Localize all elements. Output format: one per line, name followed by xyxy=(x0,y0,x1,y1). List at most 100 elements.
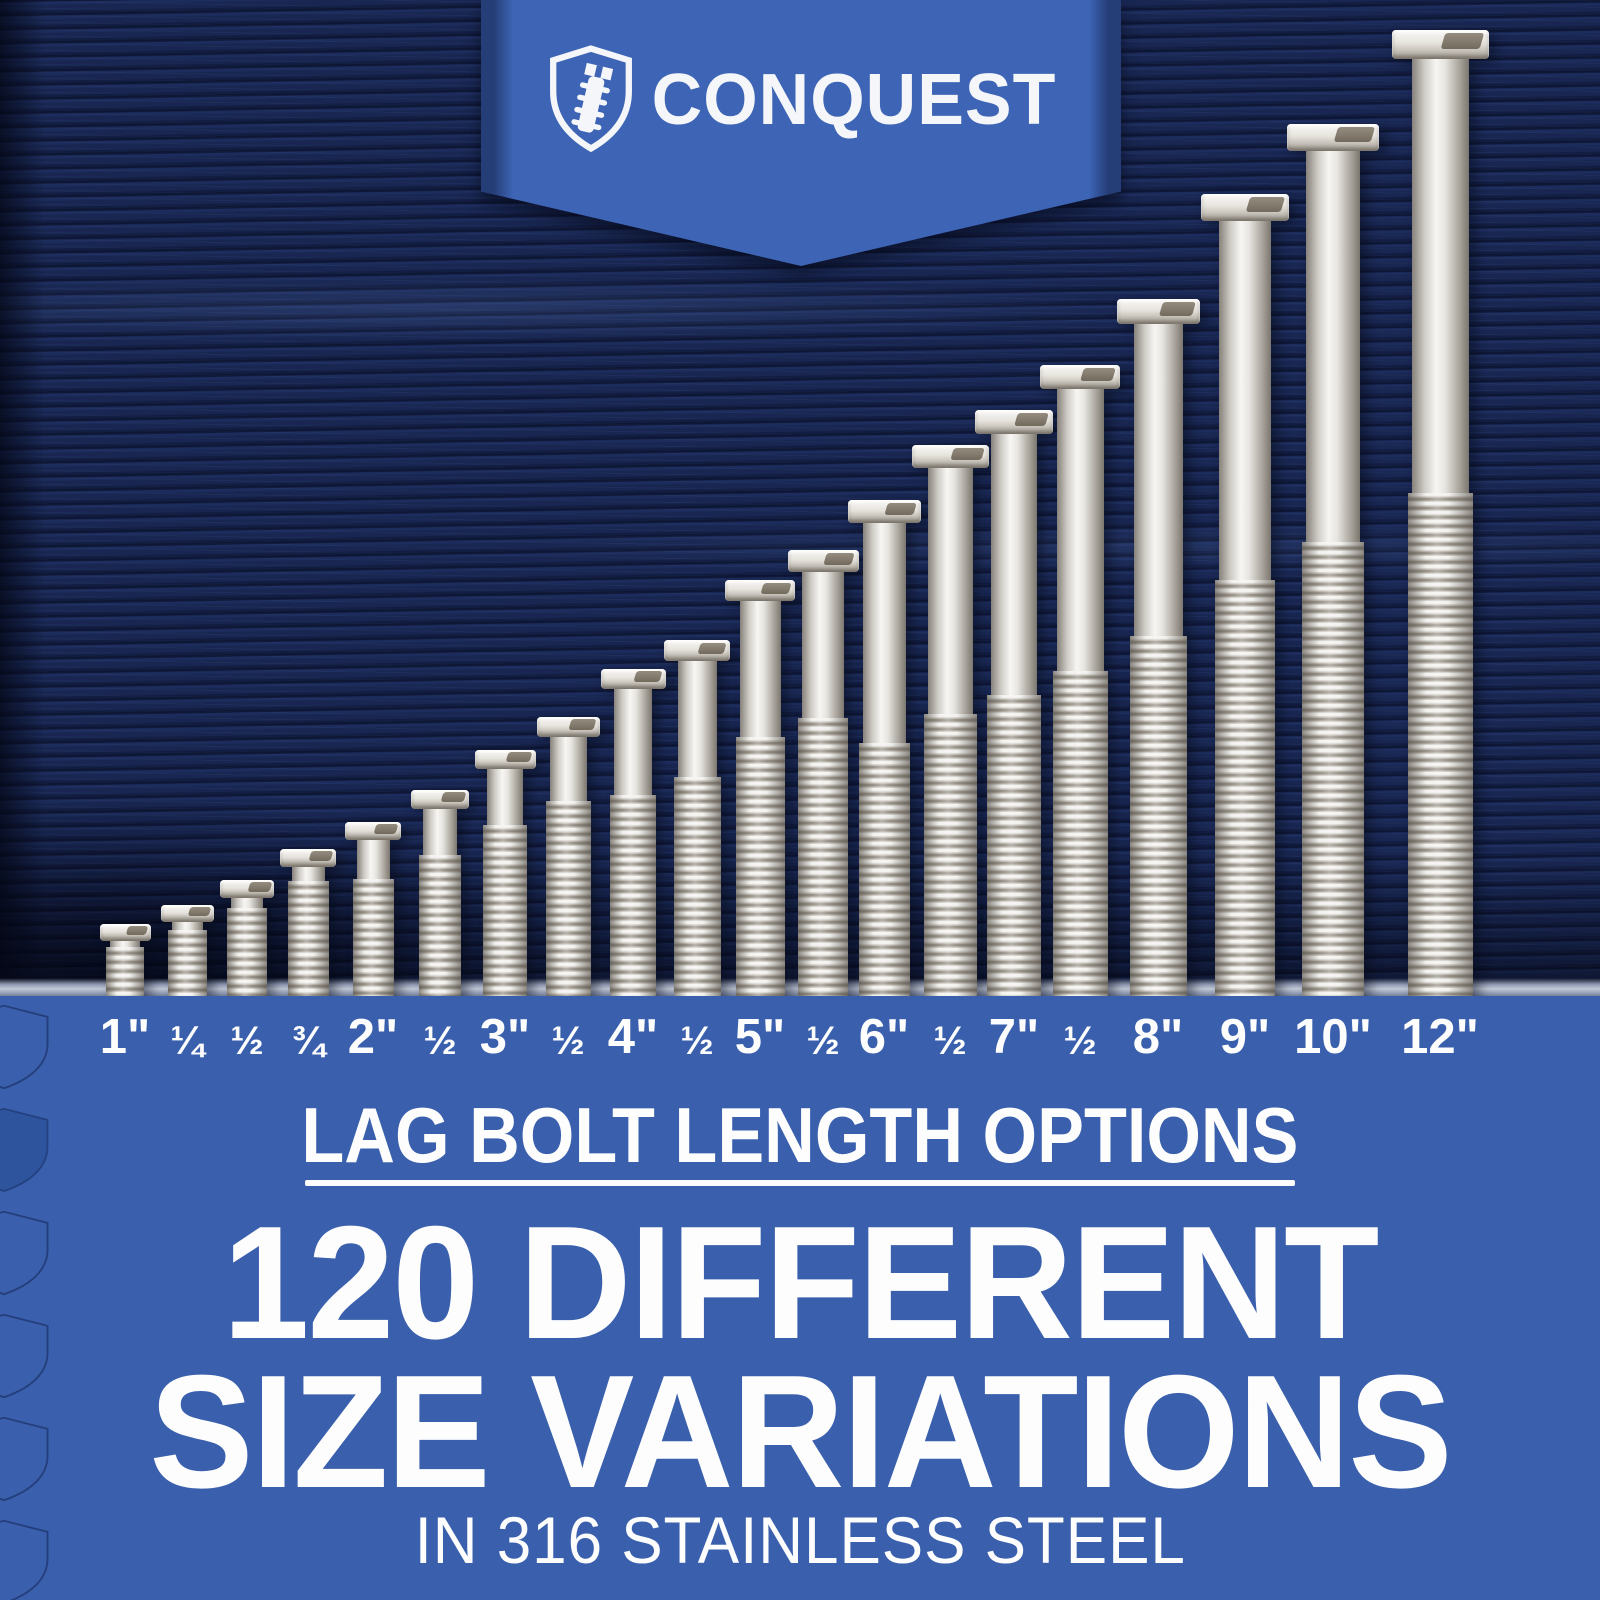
bolt-head xyxy=(725,580,795,601)
size-label: ½ xyxy=(933,1019,967,1064)
size-label: ½ xyxy=(551,1019,585,1064)
size-label: ¾ xyxy=(291,1019,325,1064)
bolt-shank xyxy=(1219,221,1271,580)
bolt-shank xyxy=(231,898,263,908)
shield-screw-icon xyxy=(549,45,632,153)
bolt-head xyxy=(474,750,536,769)
bolt-shank xyxy=(423,809,457,855)
subtitle: IN 316 STAINLESS STEEL xyxy=(414,1503,1186,1577)
bolt-threads xyxy=(610,795,656,1002)
title-line-2: SIZE VARIATIONS xyxy=(149,1342,1452,1522)
main-title: 120 DIFFERENT SIZE VARIATIONS xyxy=(0,1193,1600,1522)
bolt-threads xyxy=(227,908,267,1002)
size-label: 5" xyxy=(734,1009,786,1064)
bolt-2in xyxy=(345,822,401,1002)
shield-watermark-icon xyxy=(0,1415,64,1503)
bolt-1in xyxy=(99,924,151,1002)
bolt-head xyxy=(99,924,151,941)
bolt-shank xyxy=(1306,151,1360,542)
brand-logo: CONQUEST xyxy=(546,44,1057,154)
title-line-1: 120 DIFFERENT xyxy=(222,1193,1380,1373)
bolt-10in xyxy=(1287,124,1379,1002)
size-label: 2" xyxy=(347,1009,399,1064)
bolt-1.25in xyxy=(160,905,214,1002)
shield-watermark-icon xyxy=(0,1106,64,1194)
bolt-head xyxy=(847,500,921,523)
bolt-head xyxy=(1391,30,1489,59)
bolt-head xyxy=(1040,365,1120,389)
size-label: 12" xyxy=(1401,1009,1479,1064)
bolt-head xyxy=(280,849,336,867)
bolt-head xyxy=(1201,194,1289,221)
bolt-5in xyxy=(725,580,795,1002)
brand-name: CONQUEST xyxy=(651,58,1057,140)
bolt-threads xyxy=(545,801,591,1002)
bolt-head xyxy=(787,550,859,572)
bolt-head xyxy=(600,669,666,689)
bolt-threads xyxy=(352,879,394,1002)
size-label: ½ xyxy=(806,1019,840,1064)
bolt-12in xyxy=(1391,30,1489,1002)
bolt-shank xyxy=(487,769,523,825)
bolt-threads xyxy=(1129,636,1187,1002)
bolt-shank xyxy=(549,737,587,801)
bolt-8in xyxy=(1116,299,1200,1002)
size-label: ½ xyxy=(1063,1019,1097,1064)
bolt-head xyxy=(536,717,600,737)
bolt-threads xyxy=(798,718,848,1002)
bolt-5.5in xyxy=(787,550,859,1002)
size-label: ½ xyxy=(680,1019,714,1064)
bolt-shank xyxy=(1133,324,1183,636)
bolt-threads xyxy=(1052,671,1108,1002)
bolt-threads xyxy=(419,855,461,1002)
size-label: 1" xyxy=(99,1009,151,1064)
bolt-head xyxy=(411,790,469,809)
bolt-head xyxy=(160,905,214,922)
bolt-threads xyxy=(167,930,207,1002)
bolt-6in xyxy=(847,500,921,1002)
bolt-4in xyxy=(600,669,666,1002)
bolt-threads xyxy=(858,743,910,1002)
bolt-4.5in xyxy=(664,640,730,1002)
bolt-threads xyxy=(923,714,977,1002)
size-label: ½ xyxy=(423,1019,457,1064)
bolt-head xyxy=(1116,299,1200,324)
bolt-shank xyxy=(1056,389,1104,671)
footer-band: 1" ¼ ½ ¾ 2" ½ 3" ½ 4" ½ 5" ½ 6" ½ 7" ½ 8" 9" 10" 12" LAG BO… xyxy=(0,996,1600,1600)
headline: LAG BOLT LENGTH OPTIONS xyxy=(301,1091,1299,1179)
bolt-1.75in xyxy=(280,849,336,1002)
shield-watermark-icon xyxy=(0,1209,64,1297)
banner-face: CONQUEST xyxy=(481,0,1121,266)
bolt-shank xyxy=(739,601,781,737)
banner: CONQUEST xyxy=(481,0,1121,266)
bolt-9in xyxy=(1201,194,1289,1002)
size-label: ¼ xyxy=(170,1019,204,1064)
size-label: 3" xyxy=(479,1009,531,1064)
bolt-threads xyxy=(673,777,721,1002)
bolt-head xyxy=(664,640,730,661)
bolt-shank xyxy=(614,689,652,795)
bolt-threads xyxy=(987,695,1041,1002)
size-label: 9" xyxy=(1219,1009,1271,1064)
bolt-shank xyxy=(677,661,717,777)
bolt-shank xyxy=(991,434,1037,695)
shield-watermark-icon xyxy=(0,1518,64,1600)
size-label: 4" xyxy=(607,1009,659,1064)
size-label: 6" xyxy=(858,1009,910,1064)
bolt-shank xyxy=(1411,59,1469,493)
shield-watermark-icon xyxy=(0,1312,64,1400)
bolt-shank xyxy=(356,840,390,879)
bolt-shank xyxy=(171,922,203,930)
bolt-6.5in xyxy=(911,445,989,1002)
bolt-head xyxy=(345,822,401,840)
bolt-7.5in xyxy=(1040,365,1120,1002)
bolt-head xyxy=(1287,124,1379,151)
bolt-2.5in xyxy=(411,790,469,1002)
bolt-threads xyxy=(106,947,144,1002)
bolt-head xyxy=(220,880,274,898)
bolt-threads xyxy=(287,881,329,1002)
bolt-shank xyxy=(291,867,325,881)
bolt-3in xyxy=(474,750,536,1002)
